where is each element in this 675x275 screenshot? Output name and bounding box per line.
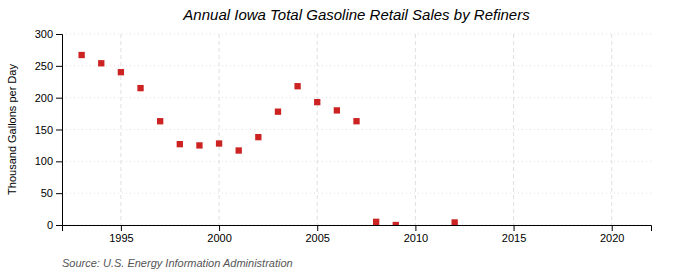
tick-label: 2010: [404, 232, 428, 244]
grid-line: [62, 129, 651, 130]
grid: [62, 34, 651, 225]
tick-mark: [415, 225, 416, 231]
tick-mark: [56, 130, 62, 131]
point: [294, 83, 300, 89]
tick-label: 250: [35, 60, 53, 72]
tick-mark: [56, 225, 62, 226]
tick-label: 300: [35, 28, 53, 40]
tick-label: 2015: [502, 232, 526, 244]
tick-mark: [514, 225, 515, 231]
tick: 200: [35, 92, 62, 104]
point: [393, 222, 399, 225]
tick: 50: [41, 187, 62, 199]
tick-mark: [56, 98, 62, 99]
axis-line: [56, 35, 63, 226]
tick-mark: [317, 225, 318, 231]
grid-line: [513, 34, 514, 225]
tick: 2005: [305, 225, 329, 244]
tick: 2020: [600, 225, 624, 244]
points: [78, 52, 457, 225]
tick-label: 2005: [305, 232, 329, 244]
point: [196, 142, 202, 148]
chart: 1995 2000 2005 2010 2015 2020 0 50 100 150 200 250 3…: [0, 0, 675, 275]
point: [255, 134, 261, 140]
tick: 2015: [502, 225, 526, 244]
tick-label: 0: [47, 219, 53, 231]
tick-mark: [56, 193, 62, 194]
tick: 2000: [207, 225, 231, 244]
tick: 0: [47, 219, 62, 231]
point: [275, 109, 281, 115]
point: [334, 107, 340, 113]
source: Source: U.S. Energy Information Administ…: [62, 257, 293, 269]
point: [177, 141, 183, 147]
tick-label: 50: [41, 187, 53, 199]
tick-label: 2000: [207, 232, 231, 244]
grid-line: [120, 34, 121, 225]
grid-line: [317, 34, 318, 225]
tick-mark: [612, 225, 613, 231]
grid-line: [415, 34, 416, 225]
point: [236, 147, 242, 153]
tick-label: 200: [35, 92, 53, 104]
x-axis: 1995 2000 2005 2010 2015 2020: [63, 225, 652, 244]
tick-mark: [56, 34, 62, 35]
tick-mark: [56, 66, 62, 67]
point: [137, 85, 143, 91]
axis-line: [63, 226, 652, 232]
title: Annual Iowa Total Gasoline Retail Sales …: [182, 6, 530, 23]
tick-mark: [56, 161, 62, 162]
tick-label: 100: [35, 155, 53, 167]
point: [373, 219, 379, 225]
tick: 150: [35, 124, 62, 136]
tick-label: 1995: [109, 232, 133, 244]
point: [98, 60, 104, 66]
grid-line: [62, 65, 651, 66]
tick: 2010: [404, 225, 428, 244]
grid-line: [62, 34, 651, 35]
grid-line: [62, 161, 651, 162]
tick-label: 150: [35, 124, 53, 136]
point: [353, 118, 359, 124]
grid-line: [611, 34, 612, 225]
tick: 100: [35, 155, 62, 167]
point: [452, 219, 458, 225]
tick-mark: [219, 225, 220, 231]
tick-label: 2020: [600, 232, 624, 244]
point: [157, 118, 163, 124]
grid-line: [62, 97, 651, 98]
tick: 1995: [109, 225, 133, 244]
point: [314, 99, 320, 105]
grid-line: [62, 193, 651, 194]
point: [216, 140, 222, 146]
tick: 250: [35, 60, 62, 72]
tick-mark: [121, 225, 122, 231]
y-axis-title: Thousand Gallons per Day: [6, 64, 18, 195]
tick: 300: [35, 28, 62, 40]
point: [78, 52, 84, 58]
point: [118, 69, 124, 75]
y-axis: 0 50 100 150 200 250 300: [35, 28, 63, 231]
plot: 1995 2000 2005 2010 2015 2020 0 50 100 150 200 250 3…: [35, 28, 652, 244]
